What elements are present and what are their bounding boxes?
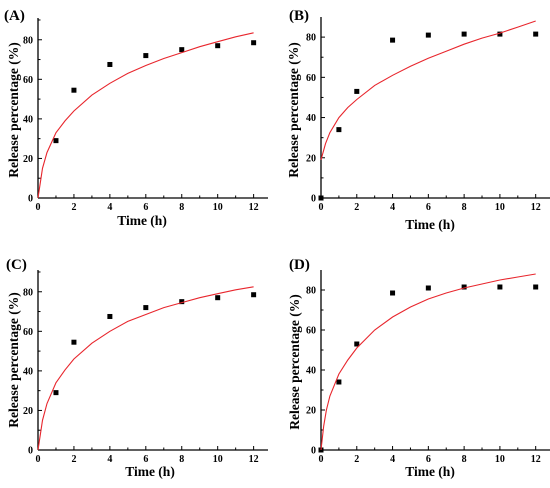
data-point <box>461 31 467 37</box>
x-tick-label: 0 <box>36 454 41 465</box>
chart-panel: 0 2 4 6 8 10 12 0 20 40 60 80 Time (h) Release percen… <box>286 8 550 232</box>
x-tick-label: 0 <box>319 202 324 213</box>
data-point <box>425 285 431 291</box>
data-point <box>390 290 396 296</box>
data-point <box>179 47 185 53</box>
x-tick-label: 4 <box>107 202 112 213</box>
x-tick-label: 4 <box>390 202 395 213</box>
data-point <box>497 31 503 37</box>
data-point <box>318 195 324 201</box>
data-point <box>425 32 431 38</box>
x-tick-label: 2 <box>354 202 359 213</box>
y-tick-label: 20 <box>306 153 316 164</box>
chart-panel: 0 2 4 6 8 10 12 0 20 40 60 80 Time (h) Release percen… <box>6 257 268 479</box>
y-tick-label: 0 <box>311 446 316 457</box>
data-point <box>215 43 221 49</box>
x-tick-label: 12 <box>531 202 541 213</box>
data-point <box>336 127 342 133</box>
fit-curve <box>320 273 536 451</box>
chart-panel: 0 2 4 6 8 10 12 0 20 40 60 80 Time (h) Release percen… <box>287 257 550 479</box>
y-axis-title: Release percentage (%) <box>287 294 302 429</box>
y-tick-label: 80 <box>306 286 316 297</box>
y-tick-label: 80 <box>23 35 33 46</box>
y-tick-label: 0 <box>28 194 33 205</box>
y-tick-label: 40 <box>23 366 33 377</box>
y-tick-label: 0 <box>28 446 33 457</box>
x-tick-label: 6 <box>143 454 148 465</box>
data-point <box>107 313 113 319</box>
y-tick-label: 60 <box>23 75 33 86</box>
y-tick-label: 60 <box>23 327 33 338</box>
y-tick-label: 60 <box>306 73 316 84</box>
x-tick-label: 10 <box>495 202 505 213</box>
x-tick-label: 6 <box>426 454 431 465</box>
x-tick-label: 2 <box>71 454 76 465</box>
data-point <box>390 37 396 43</box>
y-tick-label: 0 <box>311 194 316 205</box>
x-tick-label: 4 <box>107 454 112 465</box>
x-tick-label: 2 <box>71 202 76 213</box>
x-tick-label: 0 <box>319 454 324 465</box>
data-point <box>107 61 113 67</box>
y-axis-title: Release percentage (%) <box>6 292 21 427</box>
y-tick-label: 20 <box>306 406 316 417</box>
x-axis-title: Time (h) <box>117 213 167 228</box>
x-tick-label: 6 <box>143 202 148 213</box>
data-point <box>354 341 360 347</box>
y-axis-title: Release percentage (%) <box>286 42 301 177</box>
panel-label: (A) <box>4 8 25 24</box>
fit-curve <box>37 286 254 451</box>
x-tick-label: 12 <box>531 454 541 465</box>
x-tick-label: 0 <box>36 202 41 213</box>
x-tick-label: 8 <box>179 202 184 213</box>
y-tick-label: 80 <box>306 33 316 44</box>
x-tick-label: 6 <box>426 202 431 213</box>
fit-curve <box>37 32 254 199</box>
data-point <box>461 284 467 290</box>
x-tick-label: 2 <box>354 454 359 465</box>
data-point <box>53 390 59 396</box>
x-tick-label: 10 <box>495 454 505 465</box>
data-point <box>251 40 257 46</box>
x-tick-label: 12 <box>249 454 259 465</box>
y-tick-label: 20 <box>23 406 33 417</box>
data-point <box>533 284 539 290</box>
x-axis-title: Time (h) <box>405 464 455 479</box>
panel-label: (B) <box>289 8 309 24</box>
data-point <box>497 284 503 290</box>
y-axis-title: Release percentage (%) <box>6 42 21 177</box>
data-point <box>71 87 77 93</box>
y-tick-label: 40 <box>23 114 33 125</box>
x-tick-label: 10 <box>213 454 223 465</box>
data-point <box>71 339 77 345</box>
data-point <box>179 299 185 305</box>
data-point <box>215 295 221 301</box>
data-point <box>533 31 539 37</box>
x-axis-title: Time (h) <box>125 464 175 479</box>
panel-label: (D) <box>289 257 310 273</box>
x-tick-label: 10 <box>213 202 223 213</box>
data-point <box>53 138 59 144</box>
x-tick-label: 12 <box>249 202 259 213</box>
x-tick-label: 8 <box>179 454 184 465</box>
data-point <box>143 53 149 59</box>
data-point <box>354 88 360 94</box>
y-tick-label: 40 <box>306 113 316 124</box>
data-point <box>336 379 342 385</box>
x-axis-title: Time (h) <box>405 217 455 232</box>
fit-curve <box>320 20 536 160</box>
y-tick-label: 80 <box>23 287 33 298</box>
y-tick-label: 40 <box>306 366 316 377</box>
panel-label: (C) <box>6 257 27 273</box>
x-tick-label: 4 <box>390 454 395 465</box>
chart-panel: 0 2 4 6 8 10 12 0 20 40 60 80 Time (h) Release percen… <box>4 8 268 228</box>
x-tick-label: 8 <box>462 202 467 213</box>
y-tick-label: 20 <box>23 154 33 165</box>
y-tick-label: 60 <box>306 326 316 337</box>
data-point <box>251 292 257 298</box>
x-tick-label: 8 <box>462 454 467 465</box>
data-point <box>143 305 149 311</box>
